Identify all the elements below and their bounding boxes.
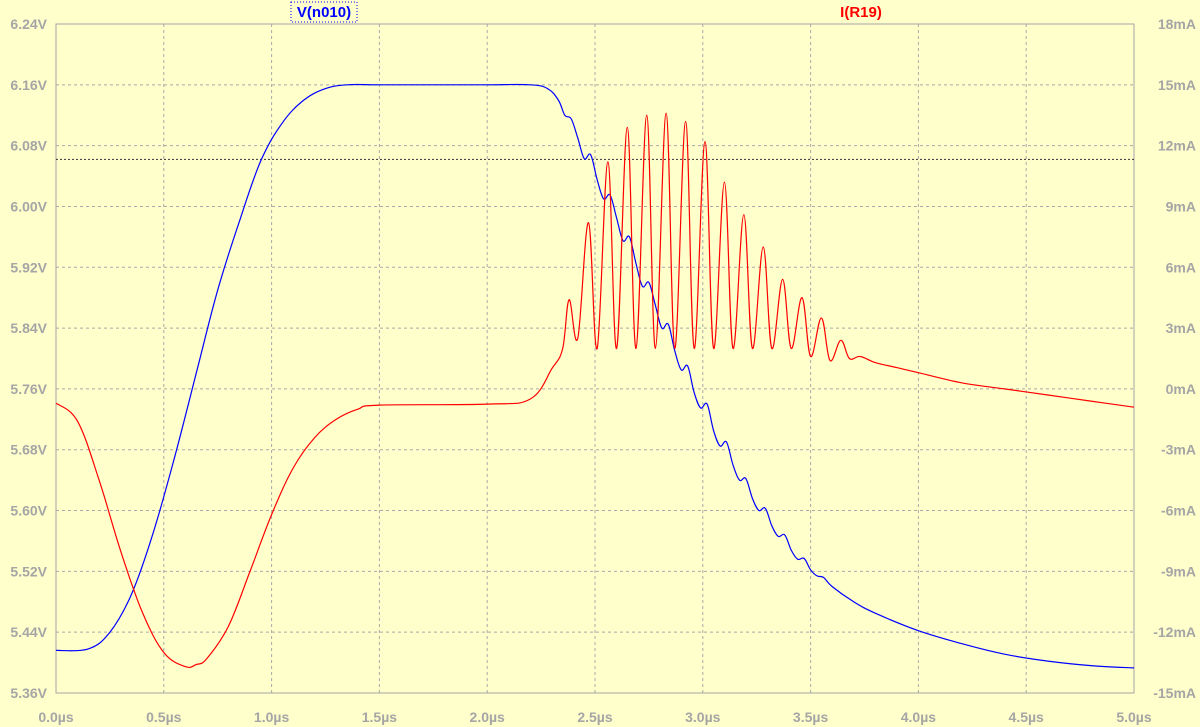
trace-i-r19 xyxy=(55,112,1135,669)
right-y-tick-label: 9mA xyxy=(1166,198,1196,214)
right-y-tick-label: -12mA xyxy=(1153,624,1196,640)
left-y-tick-label: 5.60V xyxy=(10,503,47,519)
x-tick-label: 1.0µs xyxy=(254,709,290,725)
x-tick-label: 3.0µs xyxy=(685,709,721,725)
right-y-tick-label: 12mA xyxy=(1158,138,1196,154)
trace-title-focus-box xyxy=(290,1,358,23)
left-y-tick-label: 5.68V xyxy=(10,442,47,458)
right-y-tick-label: -6mA xyxy=(1161,503,1196,519)
right-y-tick-label: -3mA xyxy=(1161,442,1196,458)
trace-title[interactable]: V(n010) xyxy=(297,4,351,21)
left-y-tick-label: 5.36V xyxy=(10,685,47,701)
right-y-tick-label: 0mA xyxy=(1166,381,1196,397)
x-tick-label: 5.0µs xyxy=(1116,709,1152,725)
left-y-tick-label: 5.52V xyxy=(10,563,47,579)
trace-title[interactable]: I(R19) xyxy=(840,4,882,21)
right-y-tick-label: -9mA xyxy=(1161,563,1196,579)
x-tick-label: 3.5µs xyxy=(793,709,829,725)
left-y-tick-label: 6.16V xyxy=(10,77,47,93)
x-tick-label: 4.5µs xyxy=(1009,709,1045,725)
left-y-tick-label: 5.92V xyxy=(10,259,47,275)
left-y-tick-label: 6.08V xyxy=(10,138,47,154)
tick-labels: 0.0µs 0.5µs 1.0µs 1.5µs 2.0µs 2.5µs 3.0µs 3.5µs… xyxy=(10,16,1196,725)
traces xyxy=(55,83,1135,669)
trace-titles[interactable]: V(n010) I(R19) xyxy=(290,1,882,23)
x-tick-label: 2.0µs xyxy=(470,709,506,725)
plot-frame xyxy=(55,23,1135,694)
x-tick-label: 0.5µs xyxy=(146,709,182,725)
x-tick-label: 1.5µs xyxy=(362,709,398,725)
x-tick-label: 2.5µs xyxy=(577,709,613,725)
x-tick-label: 4.0µs xyxy=(901,709,937,725)
left-y-tick-label: 6.00V xyxy=(10,198,47,214)
trace-v-n010 xyxy=(55,83,1135,669)
right-y-tick-label: 15mA xyxy=(1158,77,1196,93)
grid xyxy=(56,24,1134,693)
right-y-tick-label: 6mA xyxy=(1166,259,1196,275)
left-y-tick-label: 5.44V xyxy=(10,624,47,640)
left-y-tick-label: 5.76V xyxy=(10,381,47,397)
right-y-tick-label: -15mA xyxy=(1153,685,1196,701)
x-tick-label: 0.0µs xyxy=(38,709,74,725)
left-y-tick-label: 6.24V xyxy=(10,16,47,32)
right-y-tick-label: 18mA xyxy=(1158,16,1196,32)
left-y-tick-label: 5.84V xyxy=(10,320,47,336)
right-y-tick-label: 3mA xyxy=(1166,320,1196,336)
